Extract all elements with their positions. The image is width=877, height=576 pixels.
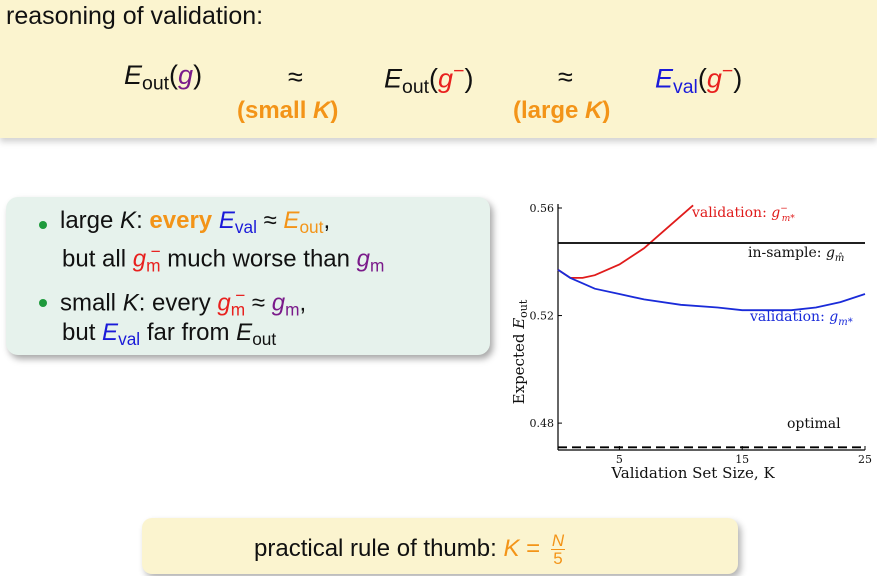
y-tick-label: 0.48 — [530, 417, 555, 430]
eq-eval-gminus: Eval(g−) — [655, 60, 743, 99]
label-validation-gminus: validation: g− m* — [691, 204, 795, 224]
rule-numerator: N — [550, 531, 566, 550]
chart-series-labels: validation: g− m* in-sample: gm̂ validation… — [691, 204, 853, 432]
bullet-2-line-2: but Eval far from Eout — [62, 319, 277, 349]
eq-eout-gminus: Eout(g−) — [384, 60, 474, 99]
rule-fraction: N 5 — [550, 531, 566, 568]
rule-of-thumb: practical rule of thumb: K = N 5 — [254, 531, 566, 568]
approx-symbol-left: ≈ — [288, 62, 303, 92]
approx-symbol-right: ≈ — [558, 62, 573, 92]
rule-k: K — [503, 534, 520, 562]
y-axis-label: Expected Eout — [510, 299, 530, 404]
chart-ticks: 0.48 0.52 0.56 5 15 25 — [530, 202, 873, 466]
banner-heading: reasoning of validation: — [6, 2, 264, 30]
label-optimal: optimal — [787, 416, 841, 432]
small-k-condition: (small K) — [237, 97, 339, 124]
rule-equals: = — [526, 534, 541, 562]
validation-g-series — [557, 269, 866, 312]
label-in-sample: in-sample: gm̂ — [748, 245, 844, 264]
bullet-dot — [39, 221, 47, 229]
x-axis-label: Validation Set Size, K — [610, 464, 775, 482]
validation-gminus-series — [557, 204, 694, 279]
bullet-2-line-1: small K: every gm− ≈ gm, — [60, 285, 307, 320]
label-validation-g: validation: gm* — [749, 309, 853, 328]
validation-curve-chart: 0.48 0.52 0.56 5 15 25 validation: g− m* in-sam… — [510, 202, 873, 482]
rule-text: practical rule of thumb: — [254, 534, 497, 562]
y-tick-label: 0.56 — [530, 202, 555, 215]
reasoning-banner: reasoning of validation: Eout(g) ≈ Eout(… — [0, 0, 877, 138]
eq-eout-g: Eout(g) — [124, 60, 203, 95]
x-tick-label: 25 — [858, 453, 872, 466]
rule-denominator: 5 — [553, 549, 563, 568]
bullet-panel: large K: every Eval ≈ Eout, but all gm− … — [6, 197, 490, 355]
bullet-1-line-2: but all gm− much worse than gm — [62, 241, 385, 276]
large-k-condition: (large K) — [513, 97, 611, 124]
bullet-1-line-1: large K: every Eval ≈ Eout, — [60, 207, 331, 237]
x-tick-label: 15 — [735, 453, 749, 466]
chart-series — [557, 204, 866, 449]
rule-of-thumb-box: practical rule of thumb: K = N 5 — [142, 518, 738, 574]
x-tick-label: 5 — [616, 453, 623, 466]
chart-axes — [557, 204, 865, 451]
bullet-dot — [39, 299, 47, 307]
y-tick-label: 0.52 — [530, 310, 555, 323]
